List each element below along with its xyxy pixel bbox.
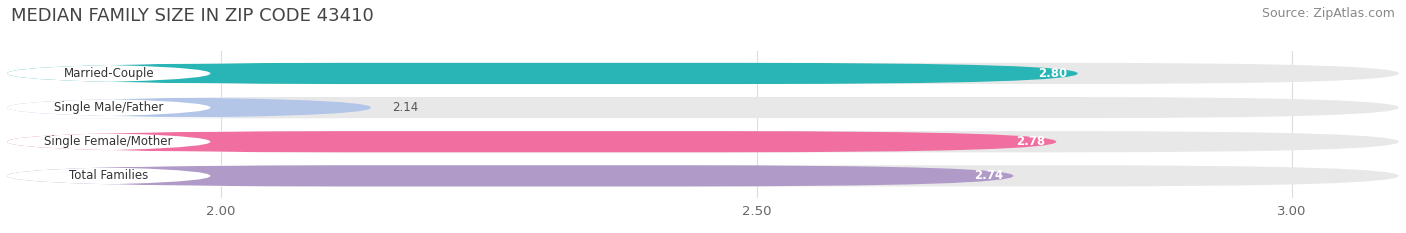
FancyBboxPatch shape — [7, 63, 1399, 84]
Text: 2.14: 2.14 — [392, 101, 419, 114]
Text: Married-Couple: Married-Couple — [63, 67, 155, 80]
Text: Single Male/Father: Single Male/Father — [53, 101, 163, 114]
Text: 2.78: 2.78 — [1017, 135, 1046, 148]
FancyBboxPatch shape — [0, 97, 339, 118]
FancyBboxPatch shape — [0, 63, 339, 84]
Text: 2.74: 2.74 — [974, 169, 1002, 182]
FancyBboxPatch shape — [7, 131, 1056, 152]
FancyBboxPatch shape — [0, 165, 339, 186]
FancyBboxPatch shape — [7, 63, 1078, 84]
FancyBboxPatch shape — [0, 131, 339, 152]
FancyBboxPatch shape — [7, 165, 1399, 186]
FancyBboxPatch shape — [7, 165, 1014, 186]
Text: 2.80: 2.80 — [1038, 67, 1067, 80]
Text: Source: ZipAtlas.com: Source: ZipAtlas.com — [1261, 7, 1395, 20]
FancyBboxPatch shape — [7, 97, 371, 118]
FancyBboxPatch shape — [7, 97, 1399, 118]
Text: Single Female/Mother: Single Female/Mother — [45, 135, 173, 148]
Text: MEDIAN FAMILY SIZE IN ZIP CODE 43410: MEDIAN FAMILY SIZE IN ZIP CODE 43410 — [11, 7, 374, 25]
FancyBboxPatch shape — [7, 131, 1399, 152]
Text: Total Families: Total Families — [69, 169, 149, 182]
